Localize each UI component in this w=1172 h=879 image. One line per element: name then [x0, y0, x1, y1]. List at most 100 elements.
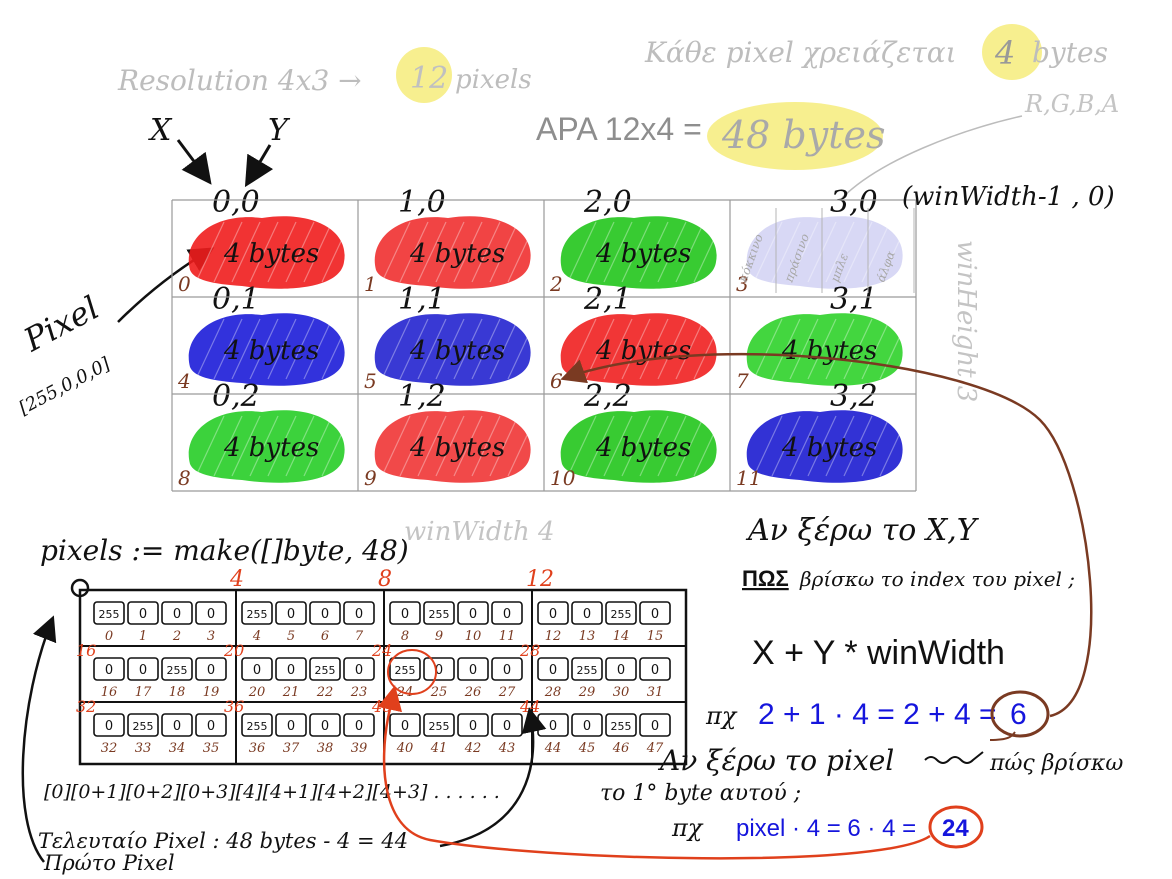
pixel-hatch-line [789, 221, 819, 283]
pixel-color-blob [188, 313, 345, 386]
byte-index: 38 [317, 741, 334, 756]
byte-index: 33 [135, 741, 152, 756]
pixel-hatch-line [879, 415, 909, 477]
byte-value: 0 [355, 719, 363, 734]
byte-value: 0 [617, 663, 625, 678]
ex2-body: pixel · 4 = 6 · 4 = [736, 815, 916, 842]
byte-box [537, 657, 569, 681]
array-declaration: pixels := make([]byte, 48) [40, 534, 409, 567]
byte-value: 0 [651, 719, 659, 734]
byte-value: 255 [247, 720, 268, 733]
pixel-hatch-line [399, 318, 429, 380]
byte-value: 0 [503, 663, 511, 678]
byte-index: 15 [647, 629, 664, 644]
pixel-hatch-line [231, 415, 261, 477]
array-offset-marker: 24 [371, 641, 392, 660]
pixel-hatch-line [249, 318, 279, 380]
ex1-prefix: πχ [705, 702, 738, 730]
ex1-result: 6 [1010, 698, 1027, 731]
pixel-cell: 1,2 4 bytes 9 [364, 379, 537, 490]
byte-box [127, 657, 159, 681]
byte-value: 0 [287, 607, 295, 622]
q2-line1: Αν ξέρω το pixel [657, 744, 894, 777]
pixel-cell: 2,2 4 bytes 10 [550, 379, 723, 490]
q1-line2-rest: βρίσκω το index του pixel ; [799, 567, 1075, 591]
index-sequence: [0][0+1][0+2][0+3][4][4+1][4+2][4+3] . .… [44, 781, 500, 803]
ex1-body: 2 + 1 · 4 = 2 + 4 = [758, 698, 997, 731]
byte-index: 8 [401, 629, 409, 644]
formula: X + Y * winWidth [752, 634, 1005, 672]
ex2-result: 24 [942, 815, 969, 842]
byte-value: 255 [429, 608, 450, 621]
array-offset-marker: 4 [229, 567, 244, 592]
pixel-hatch-line [249, 221, 279, 283]
byte-index: 41 [430, 741, 448, 756]
pixel-hatch-line [843, 221, 873, 283]
pixel-color-blob [746, 216, 903, 289]
byte-value: 255 [395, 664, 416, 677]
byte-box [241, 713, 273, 737]
pixel-hatch-line [675, 221, 705, 283]
byte-value: 255 [133, 720, 154, 733]
pixel-bytes-label: 4 bytes [595, 336, 691, 366]
pixel-hatch-line [195, 318, 225, 380]
byte-value: 0 [651, 663, 659, 678]
pixel-color-blob [374, 216, 531, 289]
pixel-hatch-line [843, 318, 873, 380]
axis-y-arrow [244, 144, 274, 188]
byte-value: 0 [469, 607, 477, 622]
total-prefix: ΑΡΑ 12x4 = [536, 111, 702, 147]
byte-value: 0 [321, 607, 329, 622]
byte-box [491, 601, 523, 625]
byte-box [571, 657, 603, 681]
byte-value: 0 [549, 663, 557, 678]
channels-pointer-line [841, 115, 1023, 199]
height-label: winHeight 3 [951, 240, 981, 402]
resolution-count: 12 [410, 61, 448, 96]
pixel-hatch-line [603, 318, 633, 380]
array-offset-marker: 28 [519, 641, 540, 660]
pixel-hatch-line [585, 415, 615, 477]
byte-value: 0 [469, 719, 477, 734]
bytes-per-pixel-suffix: bytes [1032, 36, 1108, 69]
pixel-hatch-line [249, 415, 279, 477]
pixel-hatch-line [861, 221, 891, 283]
pixel-index: 11 [736, 466, 761, 490]
pixel-hatch-line [693, 415, 723, 477]
byte-value: 0 [173, 607, 181, 622]
byte-box [389, 601, 421, 625]
pixel-hatch-line [507, 221, 537, 283]
highlights [396, 24, 1042, 170]
pixel-bytes-label: 4 bytes [595, 239, 691, 269]
byte-index: 36 [249, 741, 266, 756]
byte-index: 14 [613, 629, 630, 644]
pixel-hatch-line [231, 221, 261, 283]
byte-value: 255 [247, 608, 268, 621]
byte-box [639, 657, 671, 681]
pixel-hatch-line [267, 318, 297, 380]
byte-index: 42 [464, 741, 482, 756]
pixel-hatch-line [861, 318, 891, 380]
pixel-hatch-line [399, 415, 429, 477]
byte-box [309, 657, 341, 681]
array-offset-marker: 12 [526, 567, 554, 592]
pixel-hatch-line [381, 318, 411, 380]
byte-box [161, 601, 193, 625]
pixel-hatch-line [771, 318, 801, 380]
width-label: winWidth 4 [404, 517, 555, 547]
byte-index: 6 [321, 629, 329, 644]
byte-index: 40 [396, 741, 414, 756]
byte-index: 7 [355, 629, 364, 644]
first-pixel-note: Πρώτο Pixel [43, 851, 175, 875]
resolution-suffix: pixels [455, 65, 532, 95]
pixel-hatch-line [621, 221, 651, 283]
pixel-hatch-line [303, 415, 333, 477]
byte-value: 255 [167, 664, 188, 677]
pixel-hatch-line [657, 318, 687, 380]
byte-box [161, 657, 193, 681]
pixel-cell: 0,2 4 bytes 8 [178, 379, 351, 490]
byte-box [195, 601, 227, 625]
pixel-hatch-line [639, 221, 669, 283]
